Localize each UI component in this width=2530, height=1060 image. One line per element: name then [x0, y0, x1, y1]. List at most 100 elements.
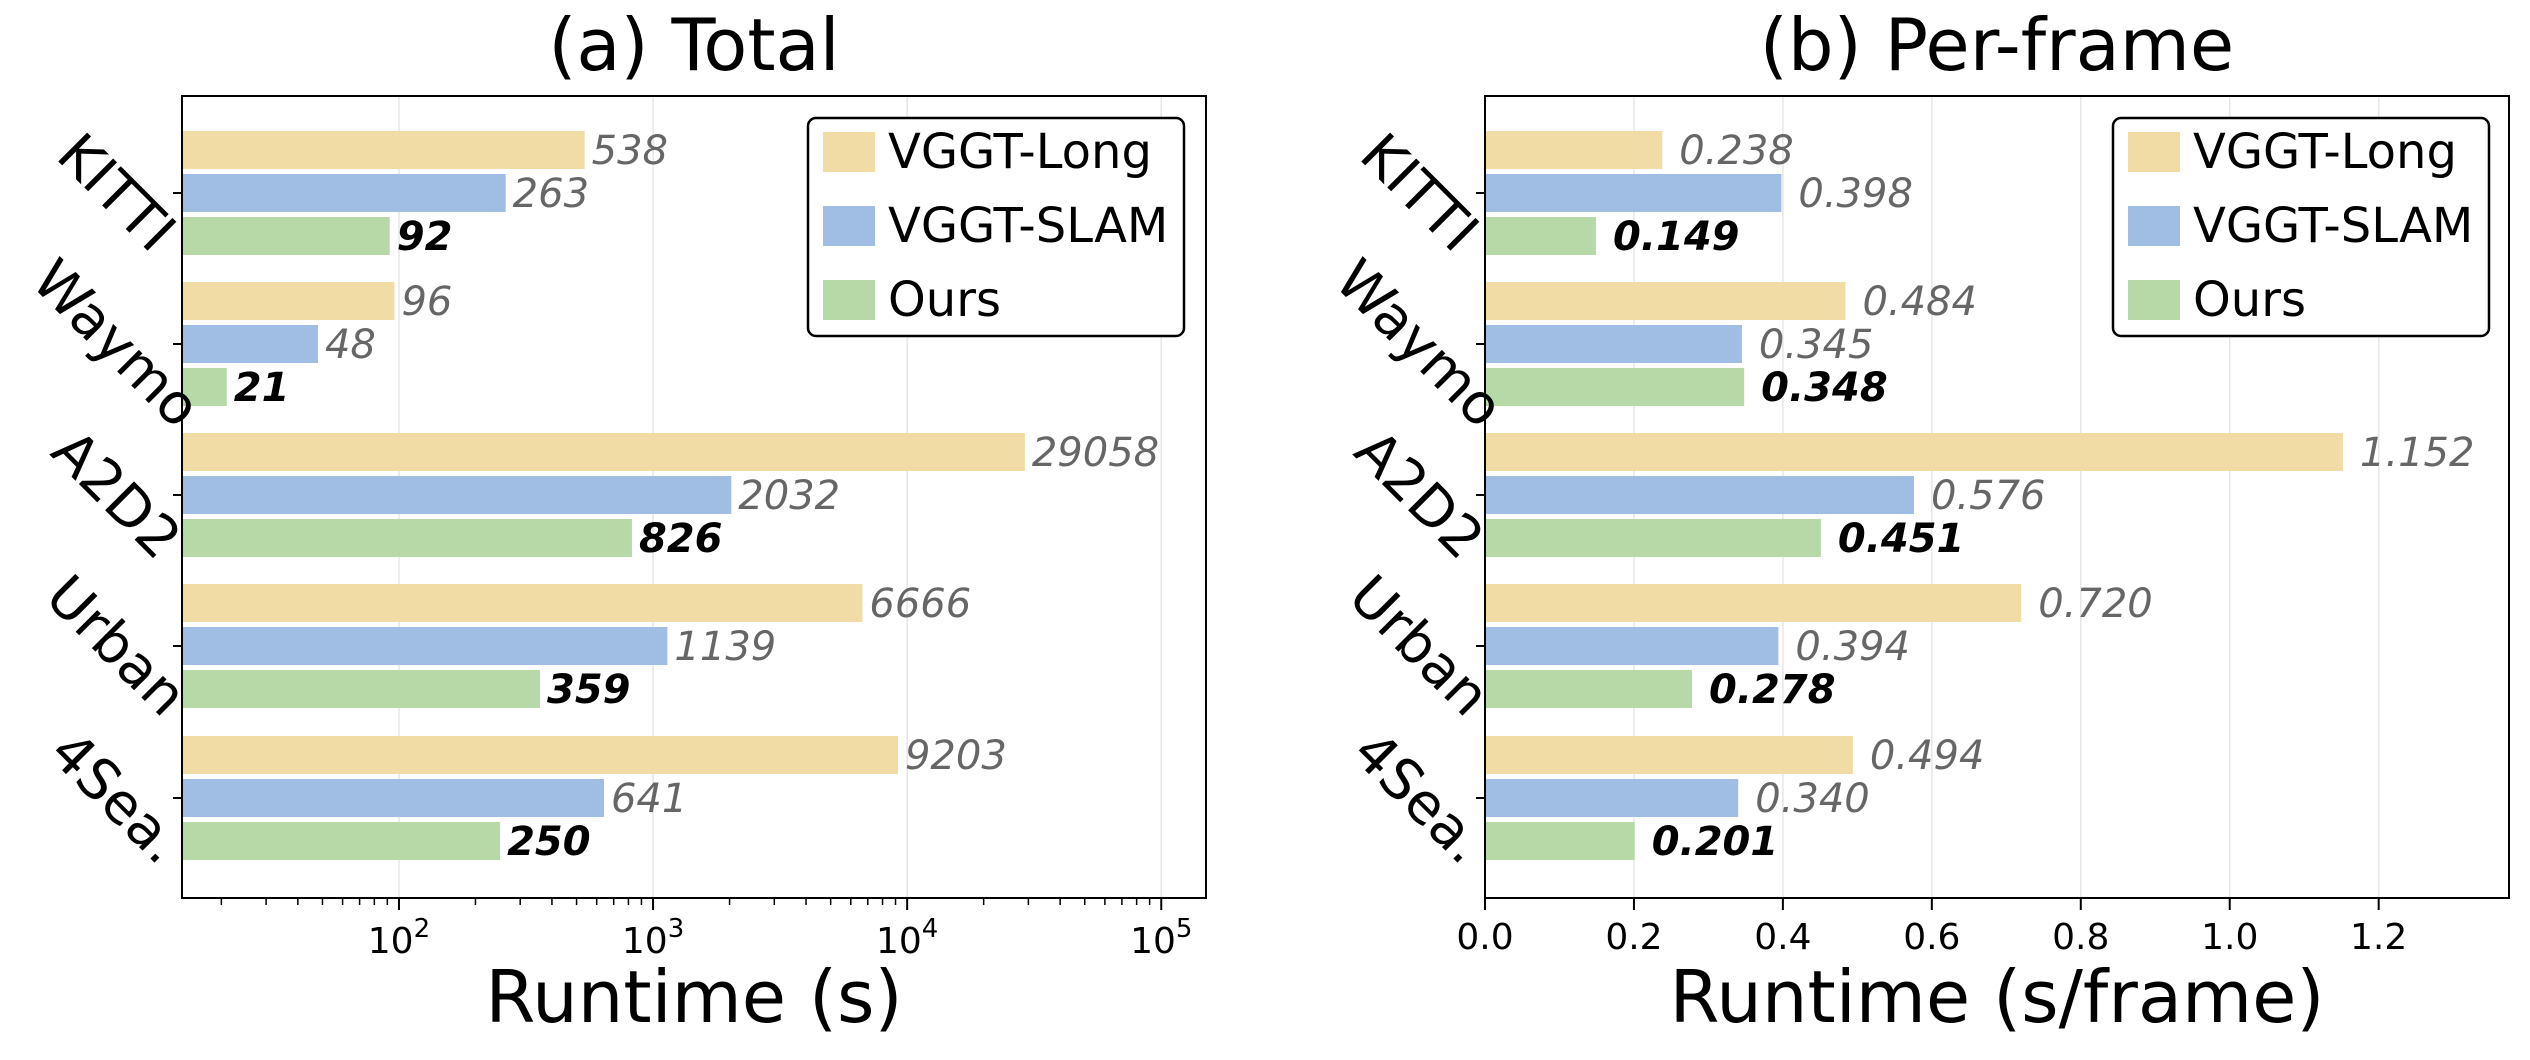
x-tick-label: 0.2: [1605, 917, 1662, 958]
x-tick-exponent: 2: [414, 914, 431, 944]
data-label: 0.394: [1795, 624, 1910, 670]
bar: [1485, 174, 1782, 212]
bar: [1485, 368, 1745, 406]
bar: [182, 174, 506, 212]
bar: [1485, 779, 1739, 817]
data-label: 538: [592, 128, 668, 174]
x-tick-exponent: 5: [1176, 914, 1193, 944]
chart-panel-per-frame: 0.238 0.484 1.152 0.720 0.494 0.398 0.345 0.576…: [1322, 3, 2510, 1039]
y-tick-label: A2D2: [1342, 418, 1496, 572]
legend-swatch: [823, 206, 875, 246]
bar: [182, 476, 732, 514]
data-label: 0.345: [1759, 322, 1874, 368]
bar: [1485, 519, 1821, 557]
x-tick-base: 10: [622, 921, 668, 962]
data-label: 0.278: [1709, 667, 1836, 713]
bar: [182, 627, 668, 665]
legend-label: VGGT-Long: [888, 124, 1152, 180]
x-tick-base: 10: [368, 921, 414, 962]
legend-swatch: [823, 280, 875, 320]
x-tick-label: 0.4: [1754, 917, 1811, 958]
bar: [1485, 217, 1596, 255]
x-tick-label: 0.8: [2052, 917, 2109, 958]
series-vggt-slam: 263 48 2032 1139 641: [182, 171, 840, 822]
data-label: 2032: [738, 473, 840, 519]
x-tick-label: 1.0: [2201, 917, 2258, 958]
x-tick-label: 103: [622, 914, 684, 962]
x-tick-base: 10: [1130, 921, 1176, 962]
legend-swatch: [2128, 132, 2180, 172]
x-tick-base: 10: [876, 921, 922, 962]
y-tick-label: KITTI: [45, 122, 188, 265]
legend-label: Ours: [888, 272, 1001, 328]
data-label: 0.451: [1838, 516, 1965, 562]
bar: [1485, 627, 1779, 665]
data-label: 0.201: [1652, 819, 1779, 865]
x-tick-label: 0.0: [1456, 917, 1513, 958]
bar: [182, 519, 632, 557]
y-tick-label: KITTI: [1348, 122, 1491, 265]
legend-swatch: [823, 132, 875, 172]
data-label: 9203: [905, 733, 1007, 779]
x-tick-label: 104: [876, 914, 938, 962]
data-label: 0.576: [1931, 473, 2046, 519]
legend-swatch: [2128, 206, 2180, 246]
y-tick-label: A2D2: [39, 418, 193, 572]
x-tick-exponent: 3: [668, 914, 685, 944]
data-label: 96: [401, 279, 452, 325]
data-label: 359: [547, 667, 631, 713]
bar: [1485, 736, 1853, 774]
bar: [182, 433, 1025, 471]
series-ours: 0.149 0.348 0.451 0.278 0.201: [1485, 214, 1964, 865]
bar: [1485, 282, 1846, 320]
x-minor-ticks: [220, 898, 1151, 905]
chart-title: (b) Per-frame: [1760, 3, 2234, 87]
data-label: 29058: [1032, 430, 1159, 476]
data-label: 0.484: [1862, 279, 1977, 325]
data-label: 48: [325, 322, 376, 368]
legend-label: Ours: [2193, 272, 2306, 328]
bar: [182, 779, 604, 817]
plot-frame: [1484, 95, 2510, 899]
legend-label: VGGT-SLAM: [2193, 198, 2473, 254]
bar: [182, 736, 898, 774]
x-axis-label: Runtime (s/frame): [1669, 955, 2324, 1039]
data-label: 0.238: [1679, 128, 1794, 174]
data-label: 826: [639, 516, 723, 562]
bar: [1485, 670, 1693, 708]
series-vggt-long: 0.238 0.484 1.152 0.720 0.494: [1485, 128, 2474, 779]
legend-label: VGGT-Long: [2193, 124, 2457, 180]
bar: [182, 282, 395, 320]
series-vggt-slam: 0.398 0.345 0.576 0.394 0.340: [1485, 171, 2045, 822]
y-tick-label: 4Sea.: [1340, 719, 1498, 877]
legend-box: [806, 116, 1186, 338]
data-label: 641: [611, 776, 687, 822]
x-axis-label: Runtime (s): [485, 955, 902, 1039]
bar: [1485, 433, 2343, 471]
data-label: 0.494: [1870, 733, 1985, 779]
data-label: 250: [507, 819, 591, 865]
bar: [1485, 476, 1914, 514]
chart-title: (a) Total: [548, 3, 839, 87]
bar: [1485, 822, 1635, 860]
y-tick-label: 4Sea.: [37, 719, 195, 877]
data-label: 0.149: [1613, 214, 1740, 260]
series-vggt-long: 538 96 29058 6666 9203: [182, 128, 1159, 779]
x-tick-exponent: 4: [922, 914, 939, 944]
data-label: 92: [397, 214, 453, 260]
bar: [182, 325, 318, 363]
bar: [1485, 584, 2022, 622]
bar: [182, 822, 501, 860]
data-label: 263: [513, 171, 589, 217]
data-label: 0.340: [1755, 776, 1870, 822]
x-tick-label: 102: [368, 914, 430, 962]
x-tick-label: 0.6: [1903, 917, 1960, 958]
data-label: 0.720: [2038, 581, 2153, 627]
bar: [182, 368, 227, 406]
legend: VGGT-Long VGGT-SLAM Ours: [2111, 116, 2491, 338]
plot-frame: [181, 95, 1207, 899]
bar: [182, 584, 863, 622]
x-tick-label: 105: [1130, 914, 1192, 962]
bar: [182, 670, 541, 708]
